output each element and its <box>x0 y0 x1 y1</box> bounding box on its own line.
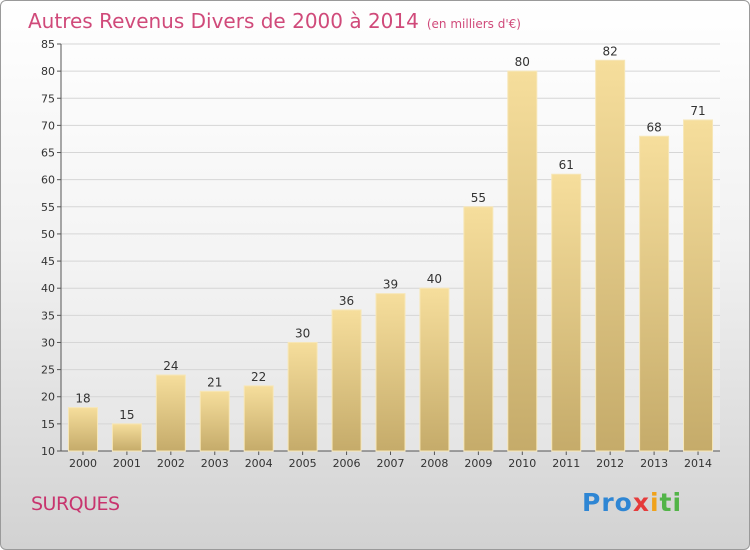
x-tick-label: 2005 <box>289 457 317 470</box>
data-label: 82 <box>603 44 618 58</box>
y-tick-label: 45 <box>41 255 55 268</box>
y-tick-label: 15 <box>41 418 55 431</box>
data-label: 36 <box>339 294 354 308</box>
y-tick-label: 30 <box>41 336 55 349</box>
y-tick-label: 20 <box>41 391 55 404</box>
y-tick-label: 70 <box>41 119 55 132</box>
bar <box>375 293 406 452</box>
x-tick-label: 2006 <box>333 457 361 470</box>
data-label: 68 <box>646 120 661 134</box>
y-tick-label: 50 <box>41 228 55 241</box>
x-tick-label: 2013 <box>640 457 668 470</box>
data-label: 15 <box>119 408 134 422</box>
x-tick-label: 2001 <box>113 457 141 470</box>
data-label: 71 <box>690 104 705 118</box>
bar <box>199 390 230 452</box>
x-tick-label: 2003 <box>201 457 229 470</box>
y-tick-label: 60 <box>41 174 55 187</box>
x-tick-label: 2010 <box>508 457 536 470</box>
bar <box>683 119 714 452</box>
bar <box>551 173 582 452</box>
x-tick-label: 2007 <box>377 457 405 470</box>
y-tick-label: 80 <box>41 65 55 78</box>
x-tick-label: 2014 <box>684 457 712 470</box>
bar <box>595 59 626 452</box>
chart-title: Autres Revenus Divers de 2000 à 2014 (en … <box>28 9 521 33</box>
x-tick-label: 2004 <box>245 457 273 470</box>
data-label: 22 <box>251 370 266 384</box>
proxiti-logo: Proxiti <box>582 488 683 517</box>
x-tick-label: 2009 <box>464 457 492 470</box>
bar <box>287 341 318 452</box>
x-tick-label: 2011 <box>552 457 580 470</box>
bar <box>639 135 670 452</box>
bars: 18 15 24 21 22 30 36 39 40 55 80 61 82 68 71 <box>67 44 714 452</box>
y-tick-label: 65 <box>41 147 55 160</box>
y-tick-label: 85 <box>41 38 55 51</box>
data-label: 21 <box>207 375 222 389</box>
data-label: 30 <box>295 326 310 340</box>
x-tick-label: 2012 <box>596 457 624 470</box>
commune-name: SURQUES <box>31 493 120 515</box>
data-label: 55 <box>471 191 486 205</box>
chart-subtitle: (en milliers d'€) <box>426 17 521 31</box>
data-label: 80 <box>515 55 530 69</box>
bar <box>111 423 142 452</box>
data-label: 24 <box>163 359 178 373</box>
y-tick-label: 55 <box>41 201 55 214</box>
y-tick-label: 10 <box>41 445 55 458</box>
data-label: 18 <box>75 392 90 406</box>
bar <box>507 70 538 452</box>
chart-title-text: Autres Revenus Divers de 2000 à 2014 <box>28 9 419 33</box>
bar <box>463 206 494 452</box>
bar <box>419 287 450 452</box>
y-tick-label: 75 <box>41 92 55 105</box>
x-tick-label: 2002 <box>157 457 185 470</box>
x-tick-label: 2008 <box>420 457 448 470</box>
y-tick-label: 25 <box>41 364 55 377</box>
bar <box>155 374 186 452</box>
bar <box>331 309 362 452</box>
x-tick-label: 2000 <box>69 457 97 470</box>
bar <box>243 385 274 452</box>
y-tick-label: 40 <box>41 282 55 295</box>
data-label: 61 <box>559 158 574 172</box>
y-tick-label: 35 <box>41 309 55 322</box>
data-label: 40 <box>427 272 442 286</box>
bar <box>67 407 98 452</box>
data-label: 39 <box>383 278 398 292</box>
